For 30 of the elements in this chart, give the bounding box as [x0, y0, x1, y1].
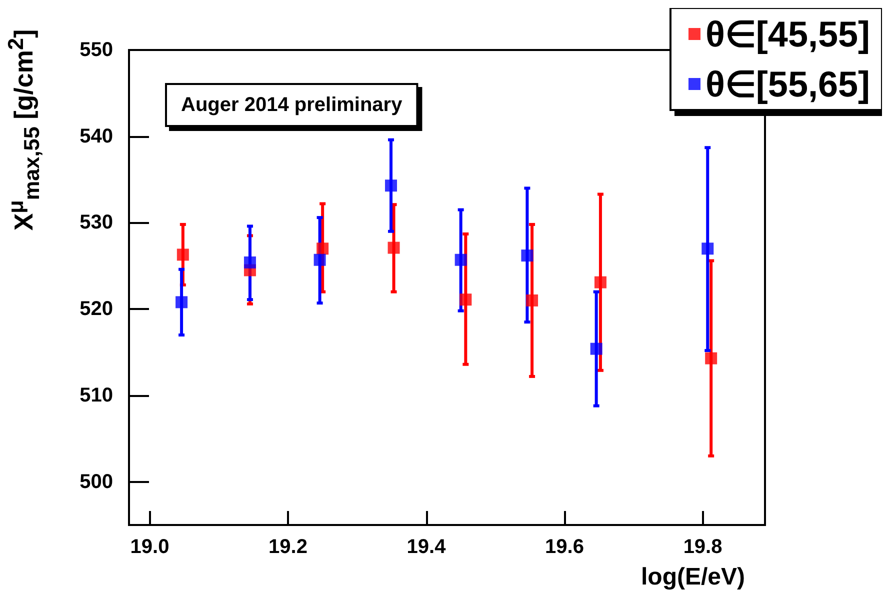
- x-tick-label: 19.6: [545, 536, 584, 558]
- point: [176, 296, 188, 308]
- point: [594, 276, 606, 288]
- y-tick-label: 530: [80, 212, 113, 234]
- point: [702, 242, 714, 255]
- x-tick-label: 19.4: [406, 536, 447, 558]
- point: [454, 254, 467, 266]
- point: [705, 352, 718, 364]
- legend-label: θ∈[55,65]: [705, 64, 870, 104]
- y-tick-label: 500: [80, 470, 113, 493]
- annotation: Auger 2014 preliminary: [181, 94, 404, 116]
- point: [244, 256, 256, 268]
- point: [316, 242, 329, 255]
- point: [314, 254, 326, 266]
- x-axis-title: log(E/eV): [640, 564, 745, 590]
- point: [590, 342, 602, 355]
- point: [521, 250, 534, 262]
- y-tick-label: 510: [80, 384, 113, 406]
- x-tick-label: 19.8: [683, 536, 722, 558]
- x-tick-label: 19.2: [268, 536, 308, 558]
- point: [176, 248, 189, 261]
- y-tick-label: 540: [80, 125, 113, 148]
- point: [385, 180, 398, 192]
- y-tick-label: 520: [80, 298, 113, 320]
- point: [388, 242, 400, 254]
- y-tick-label: 550: [80, 39, 113, 61]
- legend-label: θ∈[45,55]: [705, 14, 870, 54]
- point: [460, 294, 472, 306]
- point: [526, 294, 538, 306]
- x-tick-label: 19.0: [130, 536, 170, 558]
